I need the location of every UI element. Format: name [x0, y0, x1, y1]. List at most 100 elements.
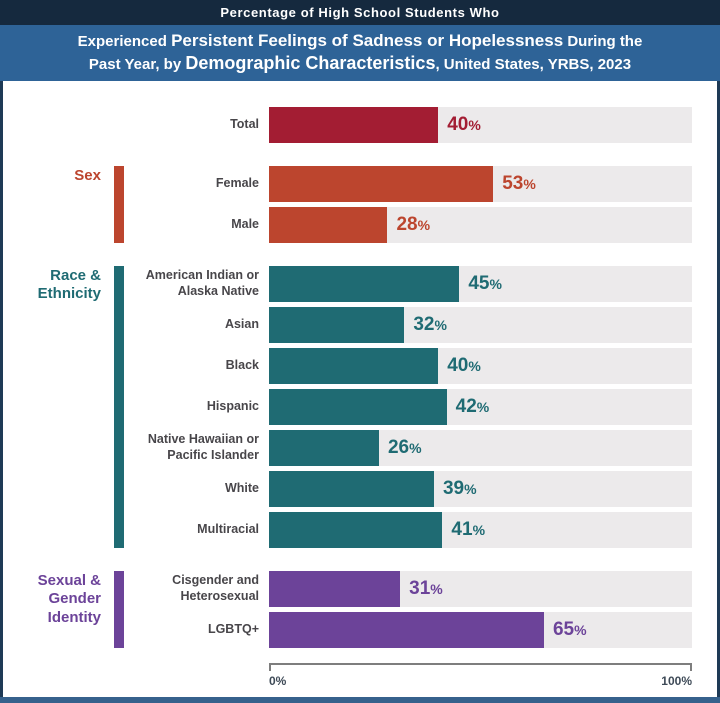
- category-label: Hispanic: [206, 399, 259, 414]
- category-row: LGBTQ+ 65%: [131, 612, 692, 648]
- category-label: LGBTQ+: [207, 622, 259, 637]
- bar-value-label: 41%: [451, 519, 486, 540]
- bar-track: 31%: [269, 571, 692, 607]
- category-label: Native Hawaiian or Pacific Islander: [147, 432, 259, 462]
- group-label: Sexual & Gender Identity: [37, 572, 101, 626]
- bar-fill: [269, 571, 401, 607]
- group-section: Sex Female 53% Male 28%: [10, 166, 717, 243]
- category-row: Cisgender and Heterosexual 31%: [131, 571, 692, 607]
- bar-track: 41%: [269, 512, 692, 548]
- x-axis-labels: 0% 100%: [269, 674, 692, 688]
- group-indicator-cell: [107, 107, 131, 143]
- bar-track: 26%: [269, 430, 692, 466]
- category-row: White 39%: [131, 471, 692, 507]
- group-label: Race & Ethnicity: [37, 267, 101, 303]
- bar-fill: [269, 612, 544, 648]
- bar-value-label: 26%: [387, 437, 422, 458]
- group-indicator-cell: [107, 571, 131, 648]
- category-label: White: [224, 481, 259, 496]
- bar-track: 42%: [269, 389, 692, 425]
- category-label: American Indian or Alaska Native: [145, 268, 259, 298]
- bottom-strip: [0, 697, 720, 703]
- x-axis-label-min: 0%: [269, 674, 287, 688]
- x-axis: 0% 100%: [269, 663, 692, 688]
- x-axis-label-max: 100%: [661, 674, 692, 688]
- subtitle-seg-bold: Demographic Characteristics: [185, 53, 436, 74]
- bar-fill: [269, 207, 388, 243]
- category-row: Hispanic 42%: [131, 389, 692, 425]
- bar-track: 65%: [269, 612, 692, 648]
- bar-fill: [269, 348, 439, 384]
- bar-track: 45%: [269, 266, 692, 302]
- category-row: Asian 32%: [131, 307, 692, 343]
- x-axis-line: [269, 663, 692, 672]
- subtitle-seg-bold: Persistent Feelings of Sadness or Hopele…: [171, 30, 564, 50]
- subtitle-seg: Past Year, by: [88, 56, 186, 74]
- group-label: Sex: [74, 167, 101, 184]
- bar-track: 53%: [269, 166, 692, 202]
- category-label: Multiracial: [197, 522, 259, 537]
- category-row: Multiracial 41%: [131, 512, 692, 548]
- bar-track: 40%: [269, 348, 692, 384]
- bar-value-label: 45%: [468, 273, 502, 294]
- category-row: Female 53%: [131, 166, 692, 202]
- category-label: Total: [230, 117, 259, 132]
- bar-value-label: 65%: [552, 619, 587, 640]
- x-axis-tick-end: [690, 665, 692, 671]
- category-label: Black: [225, 358, 259, 373]
- category-row: American Indian or Alaska Native 45%: [131, 266, 692, 302]
- group-indicator-cell: [107, 266, 131, 548]
- subtitle-line-1: Experienced Persistent Feelings of Sadne…: [78, 30, 643, 52]
- group-rows: American Indian or Alaska Native 45% Asian…: [131, 266, 692, 548]
- bar-fill: [269, 307, 405, 343]
- subtitle-seg: During the: [563, 32, 643, 50]
- bar-fill: [269, 389, 447, 425]
- group-section: Total 40%: [10, 107, 717, 143]
- bar-value-label: 53%: [502, 173, 536, 194]
- bar-track: 39%: [269, 471, 692, 507]
- bar-fill: [269, 166, 494, 202]
- bar-value-label: 31%: [409, 578, 443, 599]
- category-row: Total 40%: [131, 107, 692, 143]
- category-label: Male: [231, 217, 259, 232]
- category-row: Male 28%: [131, 207, 692, 243]
- x-axis-tick-start: [269, 665, 271, 671]
- x-axis-row: 0% 100%: [10, 663, 717, 688]
- category-label: Asian: [224, 317, 259, 332]
- category-label: Female: [215, 176, 259, 191]
- category-label: Cisgender and Heterosexual: [172, 573, 259, 603]
- bar-value-label: 28%: [396, 214, 431, 235]
- group-indicator-bar: [114, 266, 124, 548]
- category-row: Black 40%: [131, 348, 692, 384]
- group-label: [10, 107, 107, 143]
- group-indicator-bar: [114, 571, 124, 648]
- group-rows: Female 53% Male 28%: [131, 166, 692, 243]
- header-kicker-bar: Percentage of High School Students Who: [0, 0, 720, 25]
- group-indicator-cell: [107, 166, 131, 243]
- bar-fill: [269, 430, 379, 466]
- group-indicator-bar: [114, 166, 124, 243]
- bar-value-label: 40%: [447, 355, 481, 376]
- bar-track: 28%: [269, 207, 692, 243]
- subtitle-band: Experienced Persistent Feelings of Sadne…: [0, 25, 720, 81]
- bar-fill: [269, 512, 443, 548]
- bar-value-label: 39%: [442, 478, 477, 499]
- subtitle-seg: Experienced: [77, 32, 172, 50]
- bar-track: 40%: [269, 107, 692, 143]
- bar-fill: [269, 471, 434, 507]
- bar-value-label: 40%: [447, 114, 481, 135]
- group-section: Sexual & Gender Identity Cisgender and He…: [10, 571, 717, 648]
- chart-area: Total 40% Sex Female 53% Male 28% Race & Ethnic…: [0, 81, 720, 697]
- bar-value-label: 32%: [413, 314, 447, 335]
- group-section: Race & Ethnicity American Indian or Alask…: [10, 266, 717, 548]
- bar-value-label: 42%: [455, 396, 490, 417]
- subtitle-seg: , United States, YRBS, 2023: [435, 56, 632, 74]
- bar-track: 32%: [269, 307, 692, 343]
- bar-fill: [269, 266, 460, 302]
- category-row: Native Hawaiian or Pacific Islander 26%: [131, 430, 692, 466]
- x-axis-spacer: [10, 663, 269, 688]
- group-rows: Cisgender and Heterosexual 31% LGBTQ+ 65%: [131, 571, 692, 648]
- chart-groups: Total 40% Sex Female 53% Male 28% Race & Ethnic…: [10, 107, 717, 648]
- header-kicker-text: Percentage of High School Students Who: [220, 5, 500, 20]
